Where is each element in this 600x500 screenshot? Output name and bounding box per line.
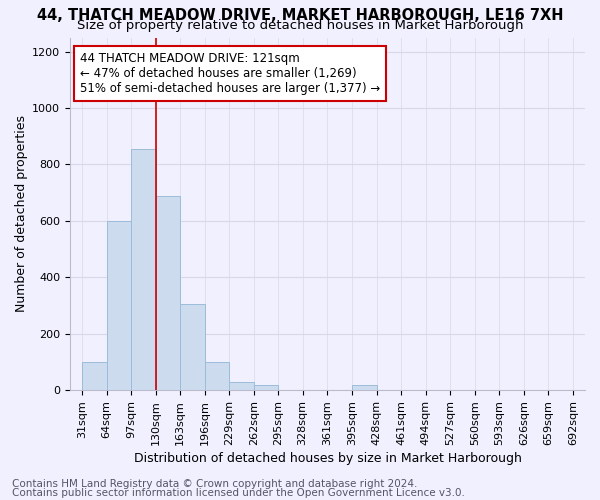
Bar bbox=[254, 384, 278, 390]
Bar bbox=[107, 221, 131, 390]
X-axis label: Distribution of detached houses by size in Market Harborough: Distribution of detached houses by size … bbox=[134, 452, 521, 465]
Text: Contains public sector information licensed under the Open Government Licence v3: Contains public sector information licen… bbox=[12, 488, 465, 498]
Bar bbox=[156, 196, 180, 390]
Bar bbox=[229, 382, 254, 390]
Bar bbox=[205, 362, 229, 390]
Bar bbox=[352, 384, 377, 390]
Bar bbox=[82, 362, 107, 390]
Text: 44 THATCH MEADOW DRIVE: 121sqm
← 47% of detached houses are smaller (1,269)
51% : 44 THATCH MEADOW DRIVE: 121sqm ← 47% of … bbox=[80, 52, 380, 94]
Text: 44, THATCH MEADOW DRIVE, MARKET HARBOROUGH, LE16 7XH: 44, THATCH MEADOW DRIVE, MARKET HARBOROU… bbox=[37, 8, 563, 22]
Text: Size of property relative to detached houses in Market Harborough: Size of property relative to detached ho… bbox=[77, 18, 523, 32]
Bar bbox=[180, 304, 205, 390]
Bar bbox=[131, 149, 156, 390]
Y-axis label: Number of detached properties: Number of detached properties bbox=[15, 116, 28, 312]
Text: Contains HM Land Registry data © Crown copyright and database right 2024.: Contains HM Land Registry data © Crown c… bbox=[12, 479, 418, 489]
